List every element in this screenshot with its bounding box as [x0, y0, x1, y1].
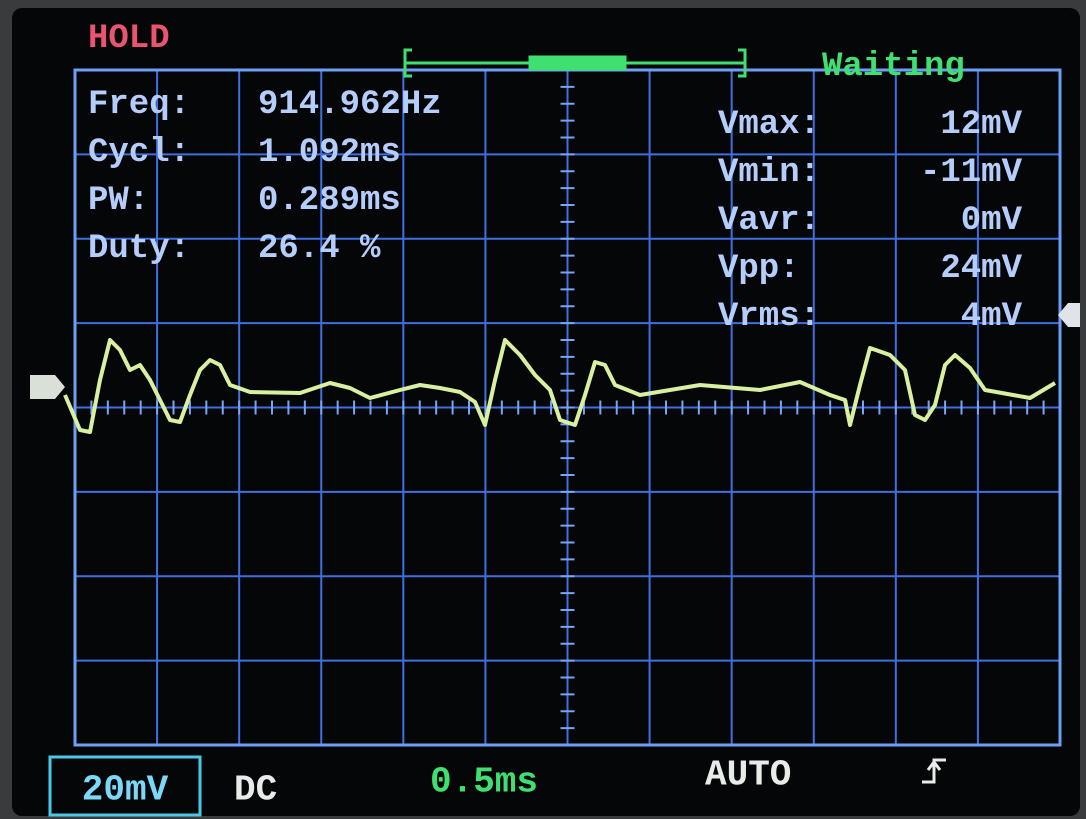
measure-value: 0mV	[961, 202, 1023, 240]
measure-label: Vavr:	[718, 202, 820, 240]
hold-status: HOLD	[88, 20, 170, 58]
coupling[interactable]: DC	[234, 770, 277, 811]
acquisition-status: Waiting	[822, 48, 965, 86]
measure-value: 914.962Hz	[258, 86, 442, 124]
page: Oscilloscope {"status": {"hold": "HOLD",…	[0, 0, 1086, 819]
measure-label: Vmax:	[718, 106, 820, 144]
display	[12, 8, 1080, 816]
volts-per-div[interactable]: 20mV	[82, 770, 169, 811]
measure-value: 1.092ms	[258, 134, 401, 172]
body: HOLD Waiting Freq: 914.962Hz Cycl: 1.092ms P…	[0, 0, 1086, 819]
measure-value: 12mV	[940, 106, 1022, 144]
trigger-mode[interactable]: AUTO	[705, 755, 791, 796]
measure-label: Vrms:	[718, 298, 820, 336]
measure-label: Vpp:	[718, 250, 800, 288]
measure-label: Freq:	[88, 86, 190, 124]
measure-value: 4mV	[961, 298, 1023, 336]
measure-label: Vmin:	[718, 154, 820, 192]
time-per-div[interactable]: 0.5ms	[430, 762, 538, 803]
measure-value: 0.289ms	[258, 182, 401, 220]
oscilloscope-screen: HOLD Waiting Freq: 914.962Hz Cycl: 1.092ms P…	[0, 0, 1086, 819]
measure-value: 26.4 %	[258, 230, 381, 268]
measure-label: Duty:	[88, 230, 190, 268]
measure-value: -11mV	[920, 154, 1023, 192]
measure-label: PW:	[88, 182, 149, 220]
measure-value: 24mV	[940, 250, 1022, 288]
measure-label: Cycl:	[88, 134, 190, 172]
